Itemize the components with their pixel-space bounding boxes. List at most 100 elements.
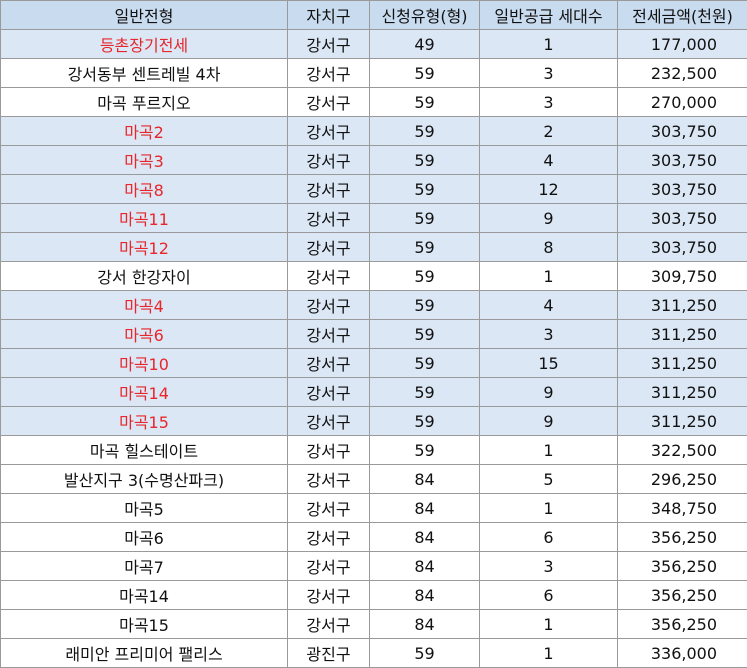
- cell-units: 15: [480, 349, 618, 378]
- cell-district: 강서구: [288, 291, 370, 320]
- header-complex: 일반전형: [1, 1, 288, 30]
- cell-units: 9: [480, 407, 618, 436]
- cell-complex-name: 발산지구 3(수명산파크): [1, 465, 288, 494]
- cell-amount: 322,500: [618, 436, 747, 465]
- cell-complex-name: 마곡4: [1, 291, 288, 320]
- cell-amount: 303,750: [618, 233, 747, 262]
- cell-type: 59: [370, 320, 480, 349]
- cell-type: 59: [370, 639, 480, 668]
- cell-amount: 270,000: [618, 88, 747, 117]
- cell-district: 강서구: [288, 59, 370, 88]
- cell-amount: 303,750: [618, 146, 747, 175]
- cell-district: 강서구: [288, 146, 370, 175]
- cell-complex-name: 마곡15: [1, 407, 288, 436]
- cell-type: 84: [370, 610, 480, 639]
- cell-district: 강서구: [288, 378, 370, 407]
- cell-amount: 303,750: [618, 175, 747, 204]
- cell-units: 6: [480, 523, 618, 552]
- cell-district: 광진구: [288, 639, 370, 668]
- cell-complex-name: 마곡11: [1, 204, 288, 233]
- cell-district: 강서구: [288, 233, 370, 262]
- cell-complex-name: 마곡12: [1, 233, 288, 262]
- cell-units: 1: [480, 610, 618, 639]
- cell-district: 강서구: [288, 30, 370, 59]
- cell-complex-name: 마곡10: [1, 349, 288, 378]
- cell-complex-name: 등촌장기전세: [1, 30, 288, 59]
- cell-complex-name: 마곡 푸르지오: [1, 88, 288, 117]
- cell-complex-name: 마곡3: [1, 146, 288, 175]
- cell-district: 강서구: [288, 494, 370, 523]
- cell-units: 4: [480, 146, 618, 175]
- cell-complex-name: 래미안 프리미어 팰리스: [1, 639, 288, 668]
- cell-district: 강서구: [288, 610, 370, 639]
- cell-units: 1: [480, 639, 618, 668]
- cell-amount: 356,250: [618, 610, 747, 639]
- cell-units: 8: [480, 233, 618, 262]
- header-row: 일반전형 자치구 신청유형(형) 일반공급 세대수 전세금액(천원): [1, 1, 747, 30]
- cell-units: 2: [480, 117, 618, 146]
- header-type: 신청유형(형): [370, 1, 480, 30]
- cell-amount: 311,250: [618, 291, 747, 320]
- cell-type: 84: [370, 494, 480, 523]
- cell-type: 84: [370, 465, 480, 494]
- cell-complex-name: 마곡14: [1, 378, 288, 407]
- cell-units: 3: [480, 59, 618, 88]
- cell-amount: 177,000: [618, 30, 747, 59]
- cell-amount: 356,250: [618, 581, 747, 610]
- cell-type: 59: [370, 262, 480, 291]
- cell-complex-name: 강서 한강자이: [1, 262, 288, 291]
- cell-units: 1: [480, 262, 618, 291]
- cell-units: 3: [480, 88, 618, 117]
- cell-units: 9: [480, 204, 618, 233]
- cell-complex-name: 마곡6: [1, 523, 288, 552]
- cell-type: 49: [370, 30, 480, 59]
- cell-units: 1: [480, 436, 618, 465]
- cell-complex-name: 마곡 힐스테이트: [1, 436, 288, 465]
- cell-units: 5: [480, 465, 618, 494]
- cell-amount: 311,250: [618, 349, 747, 378]
- cell-units: 1: [480, 494, 618, 523]
- cell-amount: 311,250: [618, 320, 747, 349]
- cell-district: 강서구: [288, 320, 370, 349]
- cell-amount: 336,000: [618, 639, 747, 668]
- cell-amount: 309,750: [618, 262, 747, 291]
- cell-type: 59: [370, 291, 480, 320]
- cell-district: 강서구: [288, 175, 370, 204]
- cell-type: 59: [370, 378, 480, 407]
- cell-district: 강서구: [288, 117, 370, 146]
- cell-units: 12: [480, 175, 618, 204]
- cell-type: 59: [370, 349, 480, 378]
- cell-district: 강서구: [288, 407, 370, 436]
- cell-type: 84: [370, 523, 480, 552]
- cell-amount: 348,750: [618, 494, 747, 523]
- cell-amount: 303,750: [618, 204, 747, 233]
- cell-complex-name: 마곡2: [1, 117, 288, 146]
- cell-complex-name: 마곡6: [1, 320, 288, 349]
- cell-type: 59: [370, 407, 480, 436]
- cell-type: 59: [370, 204, 480, 233]
- cell-district: 강서구: [288, 204, 370, 233]
- cell-amount: 303,750: [618, 117, 747, 146]
- cell-units: 4: [480, 291, 618, 320]
- cell-complex-name: 마곡15: [1, 610, 288, 639]
- cell-district: 강서구: [288, 88, 370, 117]
- cell-district: 강서구: [288, 262, 370, 291]
- cell-complex-name: 마곡14: [1, 581, 288, 610]
- cell-units: 6: [480, 581, 618, 610]
